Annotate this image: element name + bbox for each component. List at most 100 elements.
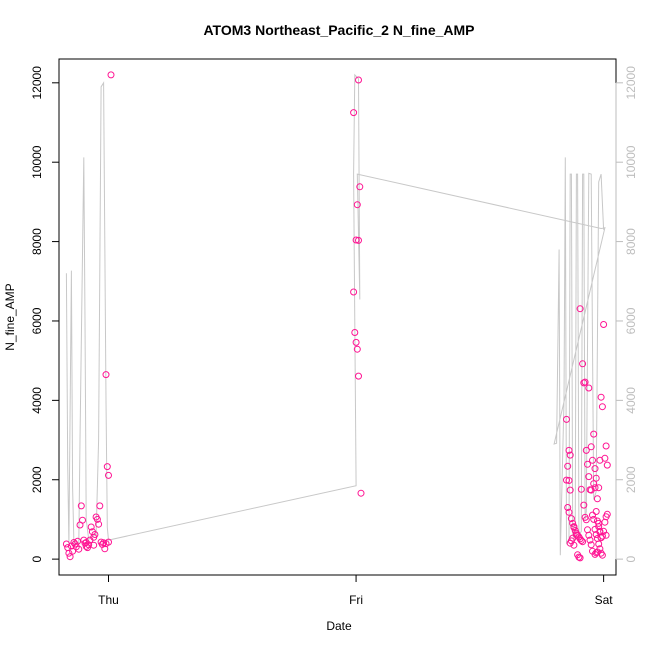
data-point	[353, 201, 361, 209]
x-axis-tick-label: Sat	[595, 593, 614, 607]
data-point	[590, 480, 598, 488]
left-axis-tick-label: 2000	[30, 466, 44, 493]
right-axis-tick-label: 4000	[624, 387, 638, 414]
data-point	[587, 443, 595, 451]
data-point	[355, 372, 362, 380]
scatter-series	[62, 71, 611, 562]
data-point	[602, 531, 610, 539]
data-point	[590, 515, 598, 523]
data-point	[592, 508, 600, 515]
data-point	[591, 484, 599, 492]
data-point	[352, 338, 360, 346]
left-y-axis: 0 2000 4000 6000 8000 10000 12000	[30, 66, 60, 562]
data-point	[355, 76, 362, 84]
data-point	[566, 486, 574, 494]
data-point	[87, 523, 95, 531]
right-axis-tick-label: 2000	[624, 466, 638, 493]
data-point	[101, 545, 109, 553]
right-y-axis: 0 2000 4000 6000 8000 10000 12000	[615, 66, 638, 562]
data-point	[102, 540, 110, 548]
left-axis-tick-label: 12000	[30, 66, 44, 100]
data-point	[587, 541, 595, 549]
data-point	[601, 518, 609, 526]
data-point	[572, 531, 580, 539]
data-point	[579, 360, 587, 368]
data-point	[102, 371, 110, 379]
data-point	[93, 515, 101, 523]
data-point	[356, 183, 364, 191]
data-point	[566, 451, 574, 459]
data-point	[105, 471, 112, 479]
data-point	[103, 463, 111, 471]
data-point	[569, 519, 577, 527]
data-point	[563, 476, 570, 484]
data-point	[602, 442, 610, 450]
data-point	[352, 236, 360, 244]
data-point	[565, 446, 573, 454]
data-point	[350, 109, 358, 117]
data-point	[603, 461, 611, 469]
data-point	[350, 288, 358, 296]
data-point	[577, 537, 585, 544]
data-point	[589, 511, 596, 519]
y-axis-label: N_fine_AMP	[3, 283, 17, 350]
data-point	[91, 531, 99, 538]
data-point	[75, 545, 83, 553]
data-point	[79, 516, 86, 524]
data-point	[82, 539, 90, 546]
data-point	[582, 446, 590, 454]
data-point	[591, 465, 599, 473]
left-axis-tick-label: 6000	[30, 307, 44, 334]
data-point	[585, 531, 593, 539]
data-point	[592, 549, 600, 557]
data-point	[600, 321, 608, 328]
data-point	[564, 462, 572, 470]
data-point	[582, 516, 590, 524]
data-point	[351, 329, 359, 336]
data-point	[598, 532, 606, 540]
data-point	[96, 502, 104, 510]
right-axis-tick-label: 10000	[624, 145, 638, 179]
data-point	[580, 501, 588, 509]
data-point	[591, 550, 599, 558]
data-point	[357, 489, 365, 497]
data-point	[598, 403, 606, 411]
data-point	[574, 551, 582, 559]
left-axis-tick-label: 0	[30, 555, 44, 562]
right-axis-tick-label: 6000	[624, 307, 638, 334]
data-point	[584, 460, 591, 468]
data-point	[566, 539, 574, 547]
data-point	[570, 523, 578, 531]
data-point	[598, 551, 606, 559]
x-axis: Thu Fri Sat	[98, 574, 614, 607]
left-axis-tick-label: 10000	[30, 145, 44, 179]
data-point	[69, 547, 77, 555]
data-point	[595, 540, 603, 548]
left-axis-tick-label: 4000	[30, 387, 44, 414]
data-point	[563, 415, 570, 423]
line-series	[65, 73, 606, 556]
data-point	[576, 305, 584, 313]
x-axis-tick-label: Thu	[98, 593, 119, 607]
data-point	[77, 502, 85, 510]
data-point	[66, 553, 74, 561]
data-point	[577, 485, 585, 493]
x-axis-tick-label: Fri	[349, 593, 363, 607]
data-point	[593, 495, 601, 503]
data-point	[592, 474, 600, 482]
data-point	[595, 484, 603, 492]
data-point	[579, 538, 587, 546]
data-point	[567, 515, 575, 523]
data-point	[564, 504, 572, 511]
data-point	[95, 520, 103, 528]
data-point	[603, 510, 611, 518]
data-point	[593, 548, 601, 556]
data-point	[587, 486, 595, 494]
data-point	[586, 536, 594, 544]
data-point	[585, 473, 593, 481]
data-point	[580, 379, 588, 387]
x-axis-label: Date	[326, 619, 352, 633]
data-point	[565, 477, 573, 484]
